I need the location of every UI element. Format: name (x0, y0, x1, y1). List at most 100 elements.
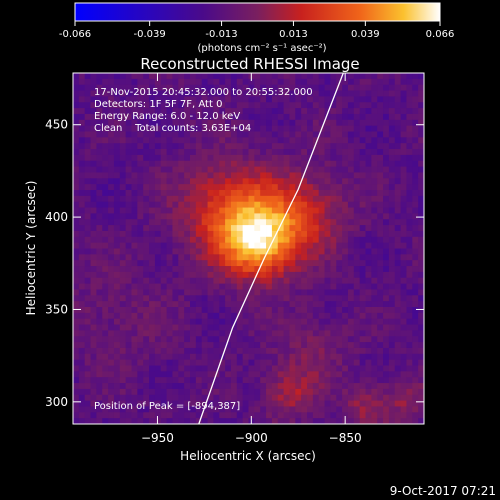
heatmap-cell (131, 312, 138, 320)
heatmap-cell (230, 377, 238, 384)
heatmap-cell (260, 149, 267, 156)
heatmap-cell (295, 108, 302, 115)
heatmap-cell (353, 394, 361, 401)
heatmap-cell (201, 131, 208, 138)
heatmap-cell (394, 394, 401, 401)
heatmap-cell (84, 330, 91, 337)
heatmap-cell (236, 90, 244, 97)
heatmap-cell (137, 219, 144, 226)
heatmap-cell (301, 301, 308, 308)
heatmap-cell (73, 102, 80, 109)
heatmap-cell (166, 236, 173, 244)
heatmap-cell (330, 336, 337, 343)
heatmap-cell (172, 312, 179, 320)
heatmap-cell (406, 383, 413, 390)
heatmap-cell (371, 266, 378, 273)
heatmap-cell (394, 271, 401, 279)
heatmap-cell (324, 230, 331, 238)
heatmap-cell (342, 307, 349, 314)
heatmap-cell (324, 154, 331, 162)
heatmap-cell (260, 254, 267, 261)
heatmap-cell (225, 365, 232, 372)
heatmap-cell (178, 394, 185, 401)
heatmap-cell (400, 236, 407, 244)
heatmap-cell (184, 312, 191, 320)
heatmap-cell (84, 418, 91, 424)
heatmap-cell (388, 108, 396, 115)
heatmap-cell (119, 283, 127, 290)
heatmap-cell (84, 353, 91, 361)
heatmap-cell (125, 166, 132, 173)
heatmap-cell (201, 383, 208, 390)
heatmap-cell (377, 318, 384, 325)
heatmap-cell (225, 301, 232, 308)
heatmap-cell (143, 172, 150, 179)
annotation-block: 17-Nov-2015 20:45:32.000 to 20:55:32.000… (94, 87, 313, 134)
heatmap-cell (108, 260, 115, 267)
heatmap-cell (96, 371, 103, 378)
heatmap-cell (90, 295, 97, 302)
heatmap-cell (219, 312, 226, 320)
heatmap-cell (277, 406, 284, 413)
heatmap-cell (154, 149, 162, 156)
heatmap-cell (324, 178, 331, 185)
heatmap-cell (312, 119, 320, 127)
heatmap-cell (336, 406, 343, 413)
heatmap-cell (342, 383, 349, 390)
heatmap-cell (271, 219, 279, 226)
heatmap-cell (359, 318, 366, 325)
heatmap-cell (236, 172, 244, 179)
heatmap-cell (400, 283, 407, 290)
heatmap-cell (330, 377, 337, 384)
heatmap-cell (113, 90, 121, 97)
heatmap-cell (383, 160, 390, 167)
heatmap-cell (260, 418, 267, 424)
heatmap-cell (289, 84, 296, 91)
heatmap-cell (78, 271, 86, 279)
heatmap-cell (108, 201, 115, 208)
heatmap-cell (277, 113, 284, 121)
heatmap-cell (365, 365, 372, 372)
heatmap-cell (266, 248, 273, 255)
heatmap-cell (283, 201, 290, 208)
heatmap-cell (400, 154, 407, 162)
heatmap-cell (377, 102, 384, 109)
heatmap-cell (394, 260, 401, 267)
heatmap-cell (230, 143, 238, 150)
heatmap-cell (383, 143, 390, 150)
heatmap-cell (388, 418, 396, 424)
heatmap-cell (96, 154, 103, 162)
heatmap-cell (131, 260, 138, 267)
heatmap-cell (149, 248, 156, 255)
heatmap-cell (318, 119, 325, 127)
heatmap-cell (283, 377, 290, 384)
heatmap-cell (119, 266, 127, 273)
heatmap-cell (149, 190, 156, 197)
heatmap-cell (289, 195, 296, 203)
heatmap-cell (400, 271, 407, 279)
heatmap-cell (143, 125, 150, 132)
heatmap-cell (207, 242, 214, 249)
heatmap-cell (149, 143, 156, 150)
heatmap-cell (125, 73, 132, 80)
heatmap-cell (248, 184, 255, 191)
heatmap-cell (90, 219, 97, 226)
heatmap-cell (166, 143, 173, 150)
heatmap-cell (254, 283, 261, 290)
heatmap-cell (365, 119, 372, 127)
heatmap-cell (336, 266, 343, 273)
heatmap-cell (295, 190, 302, 197)
heatmap-cell (394, 96, 401, 103)
heatmap-cell (254, 359, 261, 366)
heatmap-cell (207, 201, 214, 208)
heatmap-cell (137, 195, 144, 203)
annotation-detectors: Detectors: 1F 5F 7F, Att 0 (94, 99, 222, 110)
heatmap-cell (125, 312, 132, 320)
heatmap-cell (84, 143, 91, 150)
heatmap-cell (418, 78, 424, 86)
heatmap-cell (219, 301, 226, 308)
heatmap-cell (260, 143, 267, 150)
heatmap-cell (225, 394, 232, 401)
heatmap-cell (84, 336, 91, 343)
heatmap-cell (371, 295, 378, 302)
